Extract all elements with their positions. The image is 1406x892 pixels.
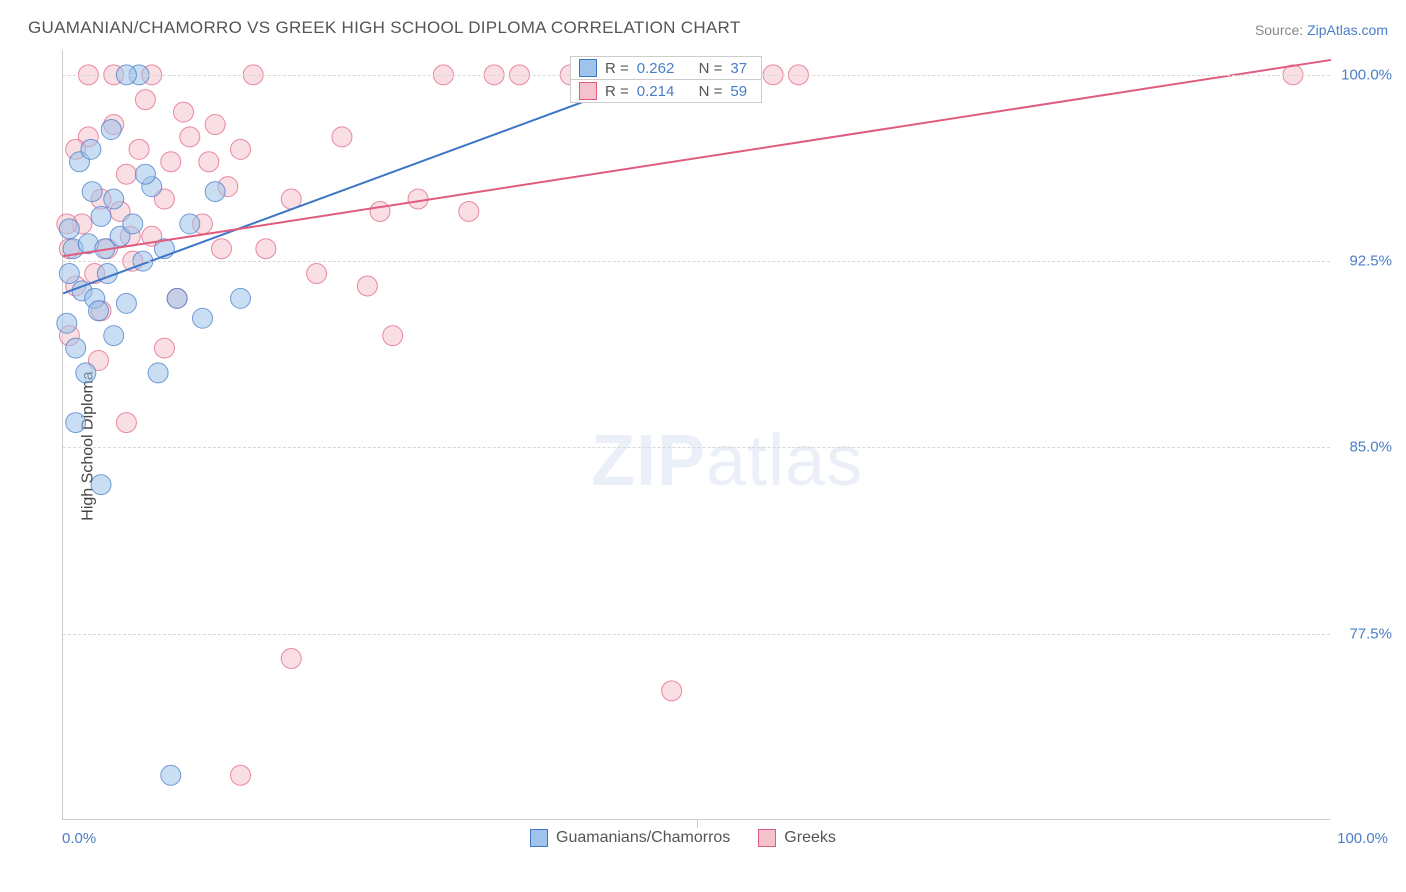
legend-swatch [758,829,776,847]
y-tick-label: 77.5% [1349,625,1392,642]
scatter-point [57,313,77,333]
scatter-point [180,214,200,234]
correlation-legend-row: R = 0.262 N = 37 [571,57,761,79]
scatter-point [101,119,121,139]
scatter-point [148,363,168,383]
x-tick-max: 100.0% [1337,830,1388,847]
series-legend: Guamanians/Chamorros Greeks [530,829,836,847]
scatter-point [205,182,225,202]
scatter-point [91,206,111,226]
scatter-point [82,182,102,202]
scatter-point [116,293,136,313]
scatter-point [370,201,390,221]
scatter-point [116,413,136,433]
legend-r-label: R = [605,83,629,100]
y-tick-label: 85.0% [1349,439,1392,456]
scatter-point [180,127,200,147]
scatter-point [192,308,212,328]
scatter-point [231,765,251,785]
scatter-point [91,475,111,495]
x-tick-mark [697,820,698,828]
scatter-point [408,189,428,209]
scatter-point [59,264,79,284]
source-label: Source: ZipAtlas.com [1255,22,1388,38]
scatter-point [212,239,232,259]
source-prefix: Source: [1255,22,1307,38]
correlation-legend-row: R = 0.214 N = 59 [571,79,761,102]
gridline [63,634,1330,635]
scatter-point [59,219,79,239]
legend-r-value: 0.262 [637,60,675,77]
legend-n-label: N = [699,60,723,77]
scatter-point [167,288,187,308]
scatter-point [66,338,86,358]
legend-r-label: R = [605,60,629,77]
legend-n-value: 59 [730,83,747,100]
scatter-point [76,363,96,383]
scatter-point [383,326,403,346]
scatter-point [307,264,327,284]
scatter-point [135,90,155,110]
legend-n-value: 37 [730,60,747,77]
scatter-point [332,127,352,147]
scatter-point [205,115,225,135]
scatter-point [81,139,101,159]
scatter-point [129,139,149,159]
scatter-point [256,239,276,259]
legend-swatch [530,829,548,847]
scatter-point [161,152,181,172]
scatter-point [104,189,124,209]
legend-label: Guamanians/Chamorros [556,829,730,847]
y-tick-label: 100.0% [1341,66,1392,83]
legend-r-value: 0.214 [637,83,675,100]
scatter-point [123,214,143,234]
gridline [63,447,1330,448]
scatter-point [161,765,181,785]
scatter-point [104,326,124,346]
legend-item: Guamanians/Chamorros [530,829,730,847]
scatter-point [89,301,109,321]
plot-area: ZIPatlas [62,50,1330,820]
scatter-point [173,102,193,122]
x-tick-min: 0.0% [62,830,96,847]
scatter-point [231,288,251,308]
legend-label: Greeks [784,829,836,847]
legend-n-label: N = [699,83,723,100]
scatter-point [357,276,377,296]
scatter-point [459,201,479,221]
scatter-point [281,649,301,669]
plot-svg [63,50,1330,819]
scatter-point [116,164,136,184]
scatter-point [66,413,86,433]
scatter-point [199,152,219,172]
legend-swatch [579,59,597,77]
source-link[interactable]: ZipAtlas.com [1307,22,1388,38]
correlation-legend: R = 0.262 N = 37 R = 0.214 N = 59 [570,56,762,103]
scatter-point [231,139,251,159]
scatter-point [662,681,682,701]
scatter-point [154,338,174,358]
scatter-point [135,164,155,184]
y-tick-label: 92.5% [1349,253,1392,270]
chart-title: GUAMANIAN/CHAMORRO VS GREEK HIGH SCHOOL … [28,18,741,38]
gridline [63,261,1330,262]
legend-item: Greeks [758,829,836,847]
legend-swatch [579,82,597,100]
